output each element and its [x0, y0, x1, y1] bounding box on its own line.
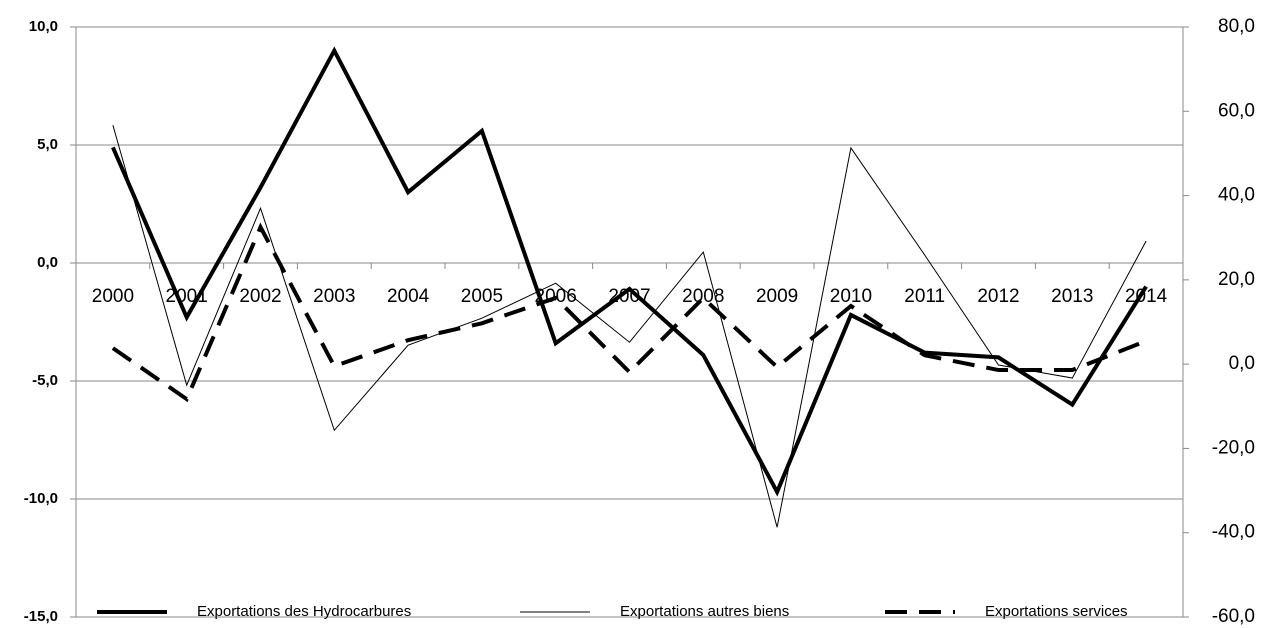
series-line — [112, 125, 1147, 528]
x-tick-label: 2011 — [904, 286, 945, 307]
series-line — [111, 46, 1148, 497]
series-line — [111, 222, 1147, 403]
y-tick-label: 0,0 — [37, 254, 58, 271]
y2-tick-label: -40,0 — [1212, 522, 1255, 543]
y2-tick-label: 0,0 — [1229, 353, 1255, 374]
x-tick-label: 2002 — [239, 286, 281, 307]
y2-tick-label: -20,0 — [1212, 437, 1255, 458]
x-tick-label: 2009 — [756, 286, 798, 307]
y2-tick-label: 60,0 — [1218, 100, 1255, 121]
x-tick-label: 2010 — [830, 286, 872, 307]
x-tick-label: 2007 — [608, 286, 650, 307]
y-tick-label: 5,0 — [37, 136, 58, 153]
y2-tick-label: -60,0 — [1212, 606, 1255, 627]
y2-tick-label: 40,0 — [1218, 185, 1255, 206]
y-tick-label: -10,0 — [24, 490, 58, 507]
legend-label: Exportations services — [985, 603, 1128, 620]
legend-label: Exportations des Hydrocarbures — [197, 603, 411, 620]
y2-tick-label: 80,0 — [1218, 16, 1255, 37]
x-tick-label: 2008 — [682, 286, 724, 307]
legend-label: Exportations autres biens — [620, 603, 789, 620]
x-tick-label: 2000 — [92, 286, 134, 307]
x-tick-label: 2003 — [313, 286, 355, 307]
x-tick-label: 2005 — [461, 286, 503, 307]
x-tick-label: 2004 — [387, 286, 430, 307]
x-tick-label: 2012 — [977, 286, 1019, 307]
x-tick-label: 2013 — [1051, 286, 1093, 307]
y-tick-label: -5,0 — [32, 372, 58, 389]
y2-tick-label: 20,0 — [1218, 269, 1255, 290]
y-tick-label: -15,0 — [24, 608, 58, 625]
y-tick-label: 10,0 — [29, 18, 58, 35]
